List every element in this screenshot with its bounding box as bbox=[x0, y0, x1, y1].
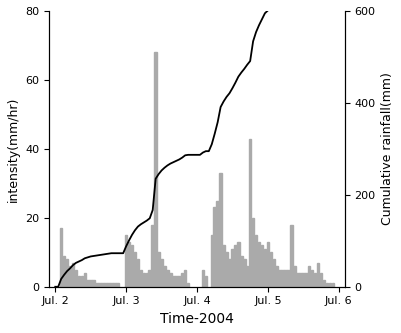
Bar bbox=[87, 280, 89, 287]
Bar bbox=[178, 276, 180, 287]
Bar bbox=[187, 283, 189, 287]
Bar bbox=[296, 273, 299, 287]
Bar bbox=[234, 245, 237, 287]
Bar bbox=[275, 266, 278, 287]
Bar bbox=[284, 269, 287, 287]
Y-axis label: intensity(mm/hr): intensity(mm/hr) bbox=[7, 96, 20, 201]
Bar bbox=[160, 259, 163, 287]
Bar bbox=[113, 283, 115, 287]
Bar bbox=[72, 263, 74, 287]
Bar bbox=[320, 273, 322, 287]
Bar bbox=[60, 228, 63, 287]
Bar bbox=[137, 259, 139, 287]
Bar bbox=[211, 235, 213, 287]
Bar bbox=[134, 252, 136, 287]
Bar bbox=[172, 276, 174, 287]
Bar bbox=[302, 273, 305, 287]
Bar bbox=[205, 276, 207, 287]
Bar bbox=[128, 242, 130, 287]
Bar bbox=[131, 245, 133, 287]
Bar bbox=[231, 249, 234, 287]
Bar bbox=[329, 283, 331, 287]
Bar bbox=[317, 263, 319, 287]
Bar bbox=[175, 276, 178, 287]
Bar bbox=[116, 283, 119, 287]
Bar bbox=[293, 266, 296, 287]
Y-axis label: Cumulative rainfall(mm): Cumulative rainfall(mm) bbox=[381, 72, 394, 225]
Bar bbox=[98, 283, 101, 287]
Bar bbox=[146, 273, 148, 287]
Bar bbox=[157, 252, 160, 287]
Bar bbox=[314, 273, 316, 287]
Bar bbox=[92, 280, 95, 287]
Bar bbox=[287, 269, 290, 287]
Bar bbox=[267, 242, 269, 287]
Bar bbox=[125, 235, 128, 287]
Bar bbox=[75, 269, 77, 287]
Bar bbox=[78, 276, 80, 287]
Bar bbox=[225, 252, 228, 287]
Bar bbox=[246, 266, 249, 287]
Bar bbox=[252, 218, 254, 287]
Bar bbox=[273, 259, 275, 287]
Bar bbox=[219, 173, 222, 287]
Bar bbox=[89, 280, 92, 287]
Bar bbox=[63, 256, 65, 287]
Bar bbox=[104, 283, 107, 287]
Bar bbox=[140, 269, 142, 287]
Bar bbox=[258, 242, 260, 287]
Bar bbox=[278, 269, 281, 287]
Bar bbox=[163, 266, 166, 287]
Bar bbox=[166, 269, 169, 287]
Bar bbox=[66, 259, 68, 287]
Bar bbox=[323, 280, 325, 287]
Bar bbox=[217, 200, 219, 287]
Bar bbox=[305, 273, 308, 287]
Bar bbox=[184, 269, 186, 287]
Bar bbox=[213, 207, 216, 287]
Bar bbox=[249, 139, 251, 287]
Bar bbox=[169, 273, 172, 287]
Bar bbox=[69, 266, 71, 287]
Bar bbox=[326, 283, 328, 287]
Bar bbox=[148, 269, 151, 287]
Bar bbox=[83, 273, 86, 287]
Bar bbox=[255, 235, 257, 287]
Bar bbox=[282, 269, 284, 287]
Bar bbox=[101, 283, 104, 287]
Bar bbox=[81, 276, 83, 287]
Bar bbox=[269, 252, 272, 287]
Bar bbox=[95, 283, 98, 287]
Bar bbox=[181, 273, 184, 287]
Bar bbox=[243, 259, 245, 287]
X-axis label: Time-2004: Time-2004 bbox=[160, 312, 234, 326]
Bar bbox=[110, 283, 113, 287]
Bar bbox=[264, 249, 266, 287]
Bar bbox=[308, 266, 310, 287]
Bar bbox=[202, 269, 204, 287]
Bar bbox=[290, 225, 293, 287]
Bar bbox=[107, 283, 109, 287]
Bar bbox=[261, 245, 263, 287]
Bar bbox=[332, 283, 334, 287]
Bar bbox=[222, 245, 225, 287]
Bar bbox=[228, 259, 231, 287]
Bar bbox=[143, 273, 145, 287]
Bar bbox=[237, 242, 240, 287]
Bar bbox=[240, 256, 243, 287]
Bar bbox=[311, 269, 314, 287]
Bar bbox=[152, 225, 154, 287]
Bar bbox=[154, 52, 157, 287]
Bar bbox=[299, 273, 302, 287]
